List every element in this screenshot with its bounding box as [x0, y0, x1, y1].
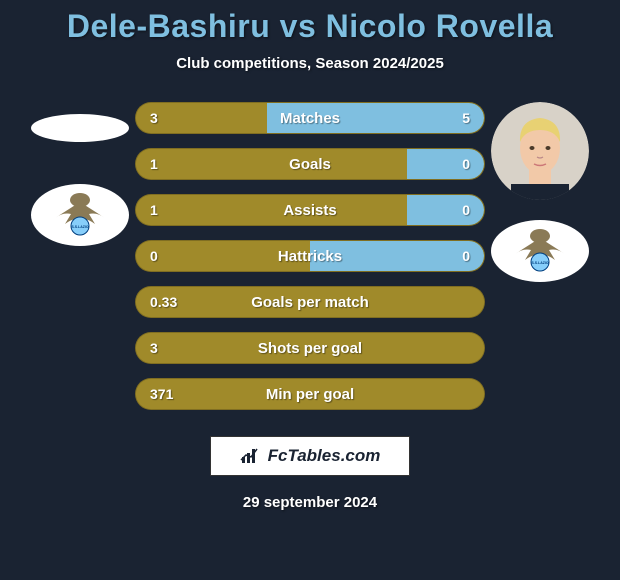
footer-brand-logo: FcTables.com [210, 436, 410, 476]
page-title: Dele-Bashiru vs Nicolo Rovella [67, 8, 553, 45]
comparison-infographic: Dele-Bashiru vs Nicolo Rovella Club comp… [0, 0, 620, 580]
chart-icon [240, 447, 262, 465]
player-left-column: S.S.LAZIO [25, 102, 135, 246]
stat-label: Goals [289, 156, 331, 173]
player-left-club-badge: S.S.LAZIO [31, 184, 129, 246]
stat-bar: 3 5 Matches [135, 102, 485, 134]
stat-label: Shots per goal [258, 340, 362, 357]
footer-brand-text: FcTables.com [268, 446, 381, 466]
stat-fill-left [136, 149, 407, 179]
stat-value-right: 5 [462, 110, 470, 126]
stat-fill-right [407, 195, 484, 225]
svg-text:S.S.LAZIO: S.S.LAZIO [531, 261, 548, 265]
stat-label: Matches [280, 110, 340, 127]
svg-text:S.S.LAZIO: S.S.LAZIO [71, 225, 88, 229]
stat-label: Min per goal [266, 386, 354, 403]
stat-value-left: 0 [150, 248, 158, 264]
player-right-photo [491, 102, 589, 200]
lazio-crest-icon: S.S.LAZIO [45, 190, 115, 240]
lazio-crest-icon: S.S.LAZIO [505, 226, 575, 276]
player-right-club-badge: S.S.LAZIO [491, 220, 589, 282]
subtitle: Club competitions, Season 2024/2025 [176, 55, 444, 72]
stat-bar: 1 0 Goals [135, 148, 485, 180]
stat-value-left: 3 [150, 340, 158, 356]
stat-value-left: 1 [150, 202, 158, 218]
stat-bar: 3 Shots per goal [135, 332, 485, 364]
stat-label: Assists [283, 202, 336, 219]
stat-value-left: 0.33 [150, 294, 177, 310]
stat-bar: 371 Min per goal [135, 378, 485, 410]
stat-bar: 0.33 Goals per match [135, 286, 485, 318]
stat-value-left: 371 [150, 386, 173, 402]
stat-fill-right [407, 149, 484, 179]
stat-value-right: 0 [462, 156, 470, 172]
stat-value-right: 0 [462, 248, 470, 264]
player-photo-icon [491, 102, 589, 200]
stat-value-right: 0 [462, 202, 470, 218]
infographic-date: 29 september 2024 [243, 494, 377, 511]
stat-label: Goals per match [251, 294, 369, 311]
stat-bar: 1 0 Assists [135, 194, 485, 226]
stats-column: 3 5 Matches 1 0 Goals 1 0 Assists 0 0 Hattricks 0.33… [135, 102, 485, 410]
stat-fill-left [136, 195, 407, 225]
stat-label: Hattricks [278, 248, 342, 265]
player-left-photo-placeholder [31, 114, 129, 142]
stat-value-left: 1 [150, 156, 158, 172]
stat-bar: 0 0 Hattricks [135, 240, 485, 272]
player-right-column: S.S.LAZIO [485, 102, 595, 282]
stat-value-left: 3 [150, 110, 158, 126]
main-area: S.S.LAZIO 3 5 Matches 1 0 Goals 1 0 Assists 0 0 Hat… [0, 102, 620, 410]
